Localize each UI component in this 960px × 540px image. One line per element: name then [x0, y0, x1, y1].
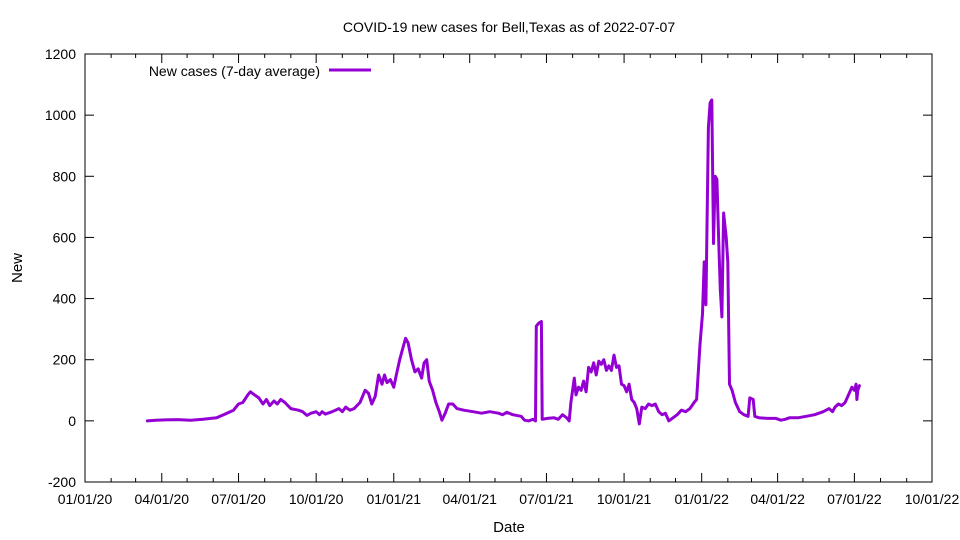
- x-tick-label: 01/01/20: [58, 491, 113, 507]
- series-line-new-cases: [145, 98, 861, 426]
- x-tick-label: 07/01/20: [211, 491, 266, 507]
- y-tick-label: -200: [48, 474, 76, 490]
- x-tick-label: 10/01/21: [597, 491, 652, 507]
- y-tick-label: 200: [53, 352, 77, 368]
- y-tick-label: 800: [53, 168, 77, 184]
- x-axis-label: Date: [493, 519, 525, 536]
- x-tick-label: 01/01/21: [367, 491, 422, 507]
- y-axis: -200 0 200 400 600 800 1000 1200: [45, 46, 932, 490]
- y-tick-label: 1000: [45, 107, 76, 123]
- x-tick-label: 04/01/22: [750, 491, 805, 507]
- legend: New cases (7-day average): [149, 63, 371, 79]
- plot-frame: [84, 53, 933, 483]
- y-tick-label: 600: [53, 229, 77, 245]
- y-tick-label: 1200: [45, 46, 76, 62]
- x-axis: 01/01/20 04/01/20 07/01/20 10/01/20 01/01/21…: [58, 54, 960, 507]
- legend-label: New cases (7-day average): [149, 63, 320, 79]
- x-tick-label: 07/01/21: [519, 491, 574, 507]
- y-axis-label: New: [9, 253, 26, 283]
- y-tick-label: 400: [53, 291, 77, 307]
- x-tick-label: 04/01/20: [135, 491, 190, 507]
- x-tick-label: 01/01/22: [674, 491, 729, 507]
- x-tick-label: 10/01/22: [905, 491, 960, 507]
- x-tick-label: 07/01/22: [827, 491, 882, 507]
- chart-title: COVID-19 new cases for Bell,Texas as of …: [343, 19, 675, 35]
- x-tick-label: 10/01/20: [289, 491, 344, 507]
- x-tick-label: 04/01/21: [442, 491, 497, 507]
- y-tick-label: 0: [68, 413, 76, 429]
